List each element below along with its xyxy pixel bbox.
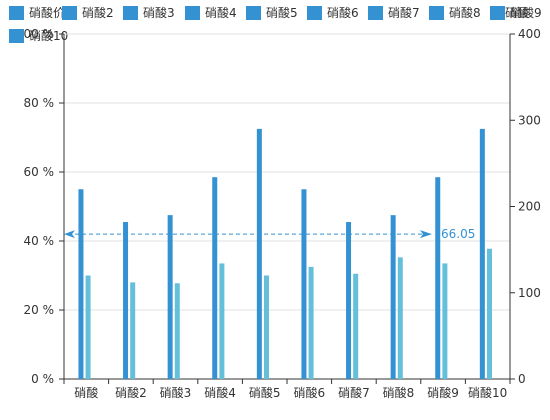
legend-label[interactable]: 硝酸10	[29, 28, 68, 43]
average-line: 66.05	[64, 227, 475, 241]
x-tick-label: 硝酸8	[383, 385, 415, 400]
legend-swatch[interactable]	[9, 29, 24, 43]
average-line-start-arrow	[64, 230, 75, 239]
x-tick-label: 硝酸10	[468, 385, 507, 400]
y-right-tick-label: 300	[518, 113, 541, 127]
bar-series-2[interactable]	[308, 266, 314, 379]
bar-series-2[interactable]	[174, 283, 180, 379]
bar-series-1[interactable]	[390, 215, 396, 379]
legend-swatch[interactable]	[490, 6, 505, 20]
y-left-tick-label: 40 %	[24, 234, 55, 248]
bar-series-1[interactable]	[78, 189, 84, 379]
x-tick-label: 硝酸3	[160, 385, 192, 400]
bar-series-2[interactable]	[219, 263, 225, 379]
legend-label[interactable]: 硝酸价	[29, 5, 65, 20]
legend-label[interactable]: 硝酸8	[449, 5, 481, 20]
axes: 0 % 20 % 40 % 60 % 80 % 00 % 0 100 200 300 400 硝酸 硝酸…	[24, 27, 541, 400]
legend-swatch[interactable]	[368, 6, 383, 20]
legend-label[interactable]: 硝酸2	[82, 5, 114, 20]
x-tick-label: 硝酸5	[249, 385, 281, 400]
legend-swatch[interactable]	[185, 6, 200, 20]
legend-label[interactable]: 硝酸7	[388, 5, 420, 20]
legend-swatch[interactable]	[307, 6, 322, 20]
y-right-tick-label: 100	[518, 286, 541, 300]
legend-label[interactable]: 硝酸4	[205, 5, 237, 20]
x-tick-label: 硝酸9	[427, 385, 459, 400]
x-tick-label: 硝酸6	[293, 385, 325, 400]
bar-series-1[interactable]	[346, 222, 352, 379]
legend-label[interactable]: 硝酸6	[327, 5, 359, 20]
y-left-tick-label: 0 %	[31, 372, 54, 386]
legend-label[interactable]: 硝酸9	[510, 5, 542, 20]
bar-series-2[interactable]	[442, 263, 448, 379]
bar-series-2[interactable]	[130, 282, 136, 379]
x-tick-label: 硝酸7	[338, 385, 370, 400]
x-tick-label: 硝酸2	[115, 385, 147, 400]
x-tick-label: 硝酸	[74, 385, 98, 400]
x-tick-label: 硝酸4	[204, 385, 236, 400]
average-line-label: 66.05	[441, 227, 475, 241]
bar-series-2[interactable]	[353, 273, 359, 379]
bar-series-1[interactable]	[301, 189, 307, 379]
bar-series-1[interactable]	[123, 222, 129, 379]
y-right-tick-label: 400	[518, 27, 541, 41]
y-left-tick-label: 60 %	[24, 165, 55, 179]
y-left-tick-label: 00 %	[24, 27, 55, 41]
bar-series-1[interactable]	[167, 215, 173, 379]
bar-series-2[interactable]	[397, 257, 403, 379]
bar-series-2[interactable]	[263, 275, 269, 380]
legend-label[interactable]: 硝酸3	[143, 5, 175, 20]
legend-swatch[interactable]	[9, 6, 24, 20]
bar-series-1[interactable]	[479, 128, 485, 379]
bar-series-2[interactable]	[486, 248, 492, 379]
legend[interactable]: 硝酸价 硝酸2 硝酸3 硝酸4 硝酸5 硝酸6 硝酸7 硝酸8 硝酸9 硝酸10	[9, 5, 542, 43]
bar-series-1[interactable]	[212, 177, 218, 379]
y-right-tick-label: 0	[518, 372, 526, 386]
legend-swatch[interactable]	[246, 6, 261, 20]
legend-overlap-label: 硝酸	[505, 5, 529, 20]
y-right-tick-label: 200	[518, 200, 541, 214]
y-left-tick-label: 20 %	[24, 303, 55, 317]
average-line-end-arrow	[420, 230, 432, 239]
bar-series-2[interactable]	[85, 275, 91, 380]
y-left-tick-label: 80 %	[24, 96, 55, 110]
legend-swatch[interactable]	[429, 6, 444, 20]
legend-swatch[interactable]	[123, 6, 138, 20]
bar-series-1[interactable]	[435, 177, 441, 379]
bars[interactable]	[78, 128, 492, 380]
legend-swatch[interactable]	[62, 6, 77, 20]
legend-label[interactable]: 硝酸5	[266, 5, 298, 20]
bar-series-1[interactable]	[256, 128, 262, 379]
